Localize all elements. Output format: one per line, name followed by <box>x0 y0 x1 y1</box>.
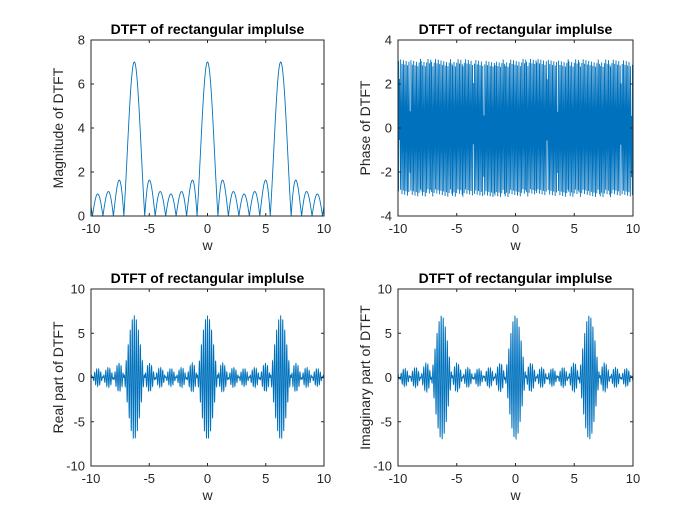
magnitude-xtick-label: 5 <box>262 221 269 236</box>
phase-xtick-label: 10 <box>626 221 640 236</box>
imag-ylabel: Imaginary part of DTFT <box>357 305 373 450</box>
real-ytick-label: -10 <box>66 459 85 474</box>
imag-xtick-label: -5 <box>451 471 463 486</box>
magnitude-ytick-label: 0 <box>78 209 85 224</box>
real-ytick-label: 10 <box>71 282 85 297</box>
magnitude-ytick-label: 6 <box>78 77 85 92</box>
phase-xlabel: w <box>509 237 521 253</box>
phase-title: DTFT of rectangular implulse <box>419 21 613 37</box>
phase-series-line <box>398 59 633 197</box>
real-xlabel: w <box>201 487 213 503</box>
phase-xtick-label: 0 <box>512 221 519 236</box>
magnitude-xtick-label: 10 <box>317 221 331 236</box>
real-xtick-label: 5 <box>262 471 269 486</box>
magnitude-ylabel: Magnitude of DTFT <box>50 67 66 188</box>
phase-ytick-label: 0 <box>385 121 392 136</box>
real-series-line <box>91 316 324 439</box>
phase-ytick-label: -2 <box>380 165 392 180</box>
magnitude-ytick-label: 4 <box>78 121 85 136</box>
real-ytick-label: 5 <box>78 326 85 341</box>
imag-ytick-label: -10 <box>373 459 392 474</box>
imag-ytick-label: 10 <box>378 282 392 297</box>
real-xtick-label: -5 <box>143 471 155 486</box>
magnitude-xtick-label: -5 <box>143 221 155 236</box>
phase-ytick-label: -4 <box>380 209 392 224</box>
imag-xtick-label: 5 <box>571 471 578 486</box>
magnitude-xlabel: w <box>201 237 213 253</box>
magnitude-axes-box <box>91 40 324 216</box>
imag-xtick-label: 10 <box>626 471 640 486</box>
phase-ytick-label: 4 <box>385 33 392 48</box>
magnitude-ytick-label: 8 <box>78 33 85 48</box>
phase-xtick-label: -5 <box>451 221 463 236</box>
imag-title: DTFT of rectangular implulse <box>419 270 613 286</box>
real-title: DTFT of rectangular implulse <box>111 270 305 286</box>
magnitude-xtick-label: 0 <box>204 221 211 236</box>
real-xtick-label: 10 <box>317 471 331 486</box>
imag-xlabel: w <box>509 487 521 503</box>
imag-ytick-label: 0 <box>385 370 392 385</box>
magnitude-ytick-label: 2 <box>78 165 85 180</box>
phase-xtick-label: 5 <box>571 221 578 236</box>
imag-xtick-label: 0 <box>512 471 519 486</box>
phase-ytick-label: 2 <box>385 77 392 92</box>
imag-series-line <box>398 316 633 439</box>
magnitude-title: DTFT of rectangular implulse <box>111 21 305 37</box>
phase-ylabel: Phase of DTFT <box>357 80 373 175</box>
magnitude-series-line <box>91 62 324 216</box>
real-xtick-label: 0 <box>204 471 211 486</box>
imag-ytick-label: -5 <box>380 414 392 429</box>
real-ytick-label: 0 <box>78 370 85 385</box>
imag-ytick-label: 5 <box>385 326 392 341</box>
real-ytick-label: -5 <box>73 414 85 429</box>
real-ylabel: Real part of DTFT <box>50 321 66 433</box>
